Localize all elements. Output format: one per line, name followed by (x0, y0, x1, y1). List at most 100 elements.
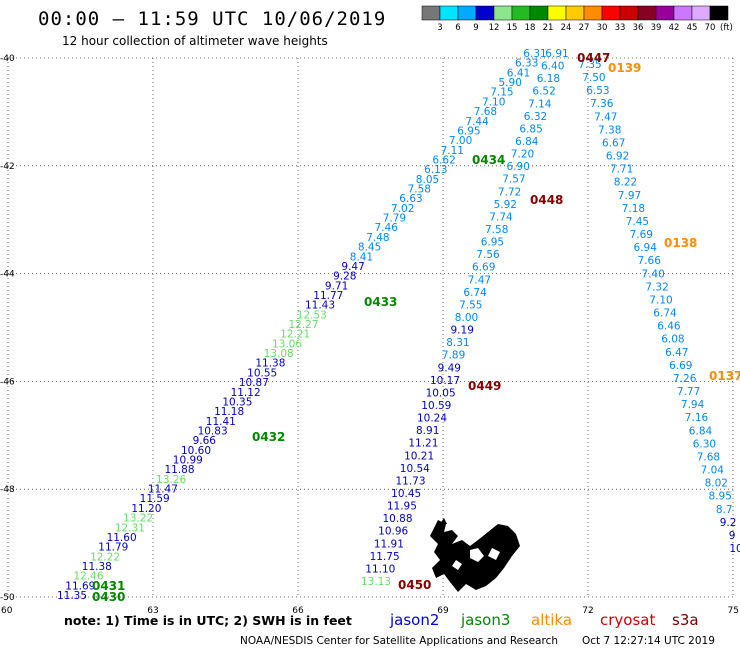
colorbar-swatch (655, 5, 675, 21)
map-grid (7, 57, 734, 598)
x-tick-label: 60 (1, 606, 13, 616)
wave-height-value: 7.46 (375, 222, 399, 234)
wave-height-value: 7.14 (528, 98, 552, 110)
wave-height-value: 10.88 (382, 513, 412, 525)
footer-credit: NOAA/NESDIS Center for Satellite Applica… (240, 635, 558, 647)
wave-height-value: 6.94 (634, 242, 658, 254)
pass-time-label: 0448 (530, 193, 563, 207)
wave-height-value: 12.22 (90, 551, 120, 563)
wave-height-value: 6.33 (515, 58, 538, 70)
wave-height-value: 6.84 (689, 425, 713, 437)
wave-height-value: 13.26 (156, 474, 186, 486)
wave-height-value: 12.27 (288, 319, 318, 331)
pass-time-label: 0432 (252, 430, 285, 444)
wave-height-value: 11.60 (107, 532, 137, 544)
pass-time-label: 0139 (608, 61, 641, 75)
footer-timestamp: Oct 7 12:27:14 UTC 2019 (582, 635, 715, 647)
wave-height-value: 9.19 (451, 325, 474, 337)
wave-height-value: 8.00 (455, 312, 478, 324)
wave-height-value: 6.91 (545, 48, 568, 60)
wave-height-value: 7.58 (485, 224, 508, 236)
colorbar-swatch (439, 5, 459, 21)
wave-height-value: 7.48 (366, 232, 389, 244)
colorbar-swatch (421, 5, 441, 21)
wave-height-value: 6.95 (457, 125, 480, 137)
wave-height-value: 6.41 (507, 67, 530, 79)
wave-height-value: 7.66 (638, 255, 662, 267)
wave-height-value: 7.58 (408, 184, 431, 196)
pass-time-label: 0434 (472, 153, 505, 167)
footer-note: note: 1) Time is in UTC; 2) SWH is in fe… (64, 613, 352, 628)
wave-height-value: 11.41 (206, 416, 236, 428)
wave-height-value: 6.52 (532, 86, 555, 98)
wave-height-value: 7.74 (489, 211, 513, 223)
wave-height-value: 6.84 (515, 136, 539, 148)
page-subtitle: 12 hour collection of altimeter wave hei… (62, 34, 328, 48)
wave-height-value: 6.31 (523, 48, 546, 60)
pass-time-label: 0433 (364, 295, 397, 309)
wave-height-value: 11.95 (387, 501, 417, 513)
wave-height-value: 7.18 (622, 203, 645, 215)
wave-height-value: 6.13 (424, 164, 447, 176)
wave-height-value: 7.50 (582, 72, 605, 84)
wave-height-value: 7.68 (697, 451, 720, 463)
wave-height-value: 6.47 (665, 347, 688, 359)
colorbar-label: 30 (597, 23, 608, 33)
colorbar-label: 27 (579, 23, 590, 33)
wave-height-value: 7.38 (598, 124, 621, 136)
colorbar-swatch (565, 5, 585, 21)
wave-height-value: 7.02 (391, 203, 414, 215)
wave-height-value: 10.45 (391, 488, 421, 500)
wave-height-value: 11.75 (370, 551, 400, 563)
colorbar-label: 12 (489, 23, 500, 33)
wave-height-value: 7.00 (449, 135, 472, 147)
wave-height-value: 7.55 (459, 299, 482, 311)
wave-height-value: 6.62 (432, 155, 455, 167)
wave-height-value: 7.68 (474, 106, 497, 118)
y-tick-label: -44 (0, 270, 15, 280)
wave-height-value: 11.69 (65, 580, 95, 592)
page-title: 00:00 – 11:59 UTC 10/06/2019 (38, 8, 386, 30)
colorbar-label: 39 (651, 23, 662, 33)
colorbar-swatch (637, 5, 657, 21)
wave-height-value: 6.74 (653, 308, 677, 320)
wave-height-value: 8.95 (709, 491, 732, 503)
wave-height-value: 7.45 (626, 216, 649, 228)
wave-height-value: 6.18 (537, 73, 560, 85)
wave-height-value: 7.35 (578, 59, 601, 71)
wave-height-value: 9.28 (333, 271, 356, 283)
pass-time-label: 0447 (577, 51, 610, 65)
wave-height-value: 6.63 (399, 193, 422, 205)
wave-height-value: 10.60 (181, 445, 211, 457)
satellite-legend-cryosat: cryosat (600, 611, 655, 629)
wave-height-value: 11.35 (57, 590, 87, 602)
colorbar-label: 15 (507, 23, 518, 33)
colorbar-label: 9 (473, 23, 478, 33)
wave-height-value: 10.17 (430, 375, 460, 387)
wave-height-value: 8.05 (416, 174, 439, 186)
wave-height-value: 13.08 (264, 348, 294, 360)
wave-height-value: 9 (729, 530, 736, 542)
wave-height-value: 6.40 (541, 61, 564, 73)
colorbar-label: 24 (561, 23, 572, 33)
y-tick-label: -48 (0, 485, 15, 495)
wave-height-value: 10.87 (239, 377, 269, 389)
wave-height-value: 11.21 (408, 438, 438, 450)
colorbar-swatch (457, 5, 477, 21)
wave-height-value: 11.12 (231, 387, 261, 399)
pass-time-label: 0450 (398, 578, 431, 592)
colorbar-label: 6 (455, 23, 460, 33)
wave-height-value: 13.22 (123, 513, 153, 525)
wave-height-value: 11.20 (131, 503, 161, 515)
wave-height-value: 8.7 (716, 504, 733, 516)
wave-height-value: 7.26 (673, 373, 697, 385)
wave-height-value: 11.79 (98, 542, 128, 554)
colorbar-label: 42 (669, 23, 680, 33)
wave-height-value: 11.10 (365, 563, 395, 575)
x-tick-label: 72 (582, 606, 593, 616)
satellite-legend: jason2 jason3 altika cryosat s3a (389, 611, 699, 629)
wave-height-value: 6.95 (481, 237, 504, 249)
colorbar-swatch (709, 5, 729, 21)
